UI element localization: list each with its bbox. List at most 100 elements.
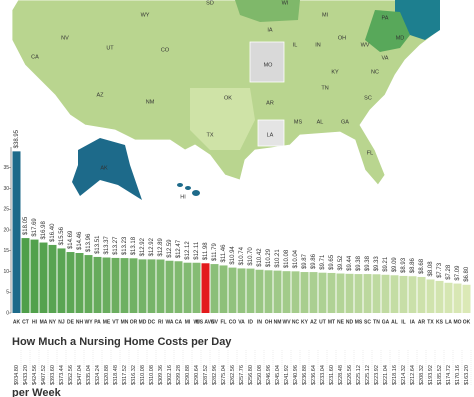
x-tick-label: TX: [427, 319, 434, 325]
value-label: $13.51: [95, 235, 101, 254]
per-day-label: $225.12: [356, 365, 362, 385]
bar: [156, 259, 165, 313]
bar: [183, 262, 192, 313]
per-day-label: $352.56: [68, 365, 74, 385]
bar: [138, 259, 147, 313]
value-label: $18.05: [23, 216, 29, 235]
bar: [129, 258, 138, 313]
per-day-label: $290.64: [194, 365, 200, 385]
x-tick-label: MN: [121, 319, 129, 325]
per-day-label: $256.80: [248, 365, 254, 385]
per-day-label: $221.04: [383, 365, 389, 385]
per-day-label: $250.08: [257, 365, 263, 385]
us-map: [11, 0, 441, 200]
state-label: IN: [315, 42, 321, 48]
x-tick-label: AZ: [310, 319, 317, 325]
value-label: $9.21: [383, 256, 389, 272]
x-tick-label: CA: [175, 319, 183, 325]
bar: [435, 280, 444, 313]
state-label: MO: [264, 62, 274, 68]
value-label: $16.40: [50, 223, 56, 242]
missouri-region: [249, 41, 285, 83]
per-day-label: $309.36: [158, 365, 164, 385]
y-tick-label: 25: [3, 207, 9, 213]
bar: [444, 282, 453, 313]
x-tick-label: WA: [165, 319, 173, 325]
value-label: $8.93: [401, 257, 407, 273]
y-tick-label: 30: [3, 186, 9, 192]
bar: [120, 258, 129, 313]
value-label: $9.87: [302, 253, 308, 269]
value-label: $12.89: [158, 237, 164, 256]
x-tick-label: HI: [32, 319, 38, 325]
bar: [399, 275, 408, 313]
value-label: $6.80: [464, 266, 470, 282]
value-label: $9.44: [347, 255, 353, 271]
state-label: WV: [361, 42, 370, 48]
y-tick-label: 10: [3, 269, 9, 275]
x-tick-label: VT: [112, 319, 118, 325]
per-day-label: $241.92: [284, 365, 290, 385]
bar: [417, 276, 426, 313]
per-day-label: $174.72: [446, 365, 452, 385]
x-tick-label: PA: [94, 319, 101, 325]
y-tick-label: 0: [6, 310, 9, 316]
per-day-label: $299.28: [176, 365, 182, 385]
north-region: [235, 0, 300, 22]
per-day-label: $163.20: [464, 365, 470, 385]
state-label: OK: [224, 95, 232, 101]
x-tick-label: TN: [373, 319, 380, 325]
bar: [453, 283, 462, 313]
x-tick-label: ME: [103, 319, 111, 325]
x-tick-label: NJ: [58, 319, 65, 325]
value-label: $10.74: [239, 246, 245, 265]
bar: [192, 262, 201, 313]
value-label: $9.71: [320, 254, 326, 270]
state-label: VA: [382, 55, 389, 61]
value-label: $12.59: [167, 239, 173, 258]
per-day-label: $246.96: [266, 365, 272, 385]
per-day-label: $317.52: [122, 365, 128, 385]
mid-atlantic-region: [365, 10, 410, 52]
x-tick-label: GA: [382, 319, 390, 325]
per-day-label: $282.96: [212, 365, 218, 385]
bar: [363, 274, 372, 313]
value-label: $11.46: [221, 244, 227, 263]
bar: [372, 274, 381, 313]
x-tick-label: IL: [401, 319, 405, 325]
hawaii: [185, 186, 191, 190]
value-label: $9.65: [329, 254, 335, 270]
bar: [48, 244, 57, 313]
bar: [66, 252, 75, 313]
per-day-label: $223.92: [374, 365, 380, 385]
x-tick-label: CT: [22, 319, 29, 325]
bar: [426, 279, 435, 313]
per-day-label: $236.64: [311, 365, 317, 385]
bar: [39, 242, 48, 313]
value-label: $38.95: [14, 129, 20, 148]
value-label: $13.96: [86, 233, 92, 252]
state-label: CO: [161, 47, 170, 53]
value-label: $10.70: [248, 247, 254, 266]
x-tick-label: NE: [337, 319, 345, 325]
value-label: $13.37: [104, 235, 110, 254]
bar: [336, 273, 345, 313]
value-label: $9.52: [338, 255, 344, 271]
per-day-label: $934.80: [14, 365, 20, 385]
bar: [111, 257, 120, 313]
value-label: $9.86: [311, 253, 317, 269]
bar: [165, 260, 174, 313]
per-day-label: $240.96: [293, 365, 299, 385]
bar: [75, 252, 84, 313]
x-tick-label: ND: [346, 319, 354, 325]
bar: [84, 255, 93, 313]
x-tick-label: OR: [130, 319, 138, 325]
value-label: $10.94: [230, 246, 236, 265]
bar: [21, 238, 30, 313]
x-tick-label: LA: [445, 319, 452, 325]
state-label: NC: [371, 69, 379, 75]
value-label: $14.69: [68, 230, 74, 249]
x-tick-label: SC: [364, 319, 371, 325]
value-label: $9.33: [374, 256, 380, 272]
per-day-label: $218.16: [392, 365, 398, 385]
